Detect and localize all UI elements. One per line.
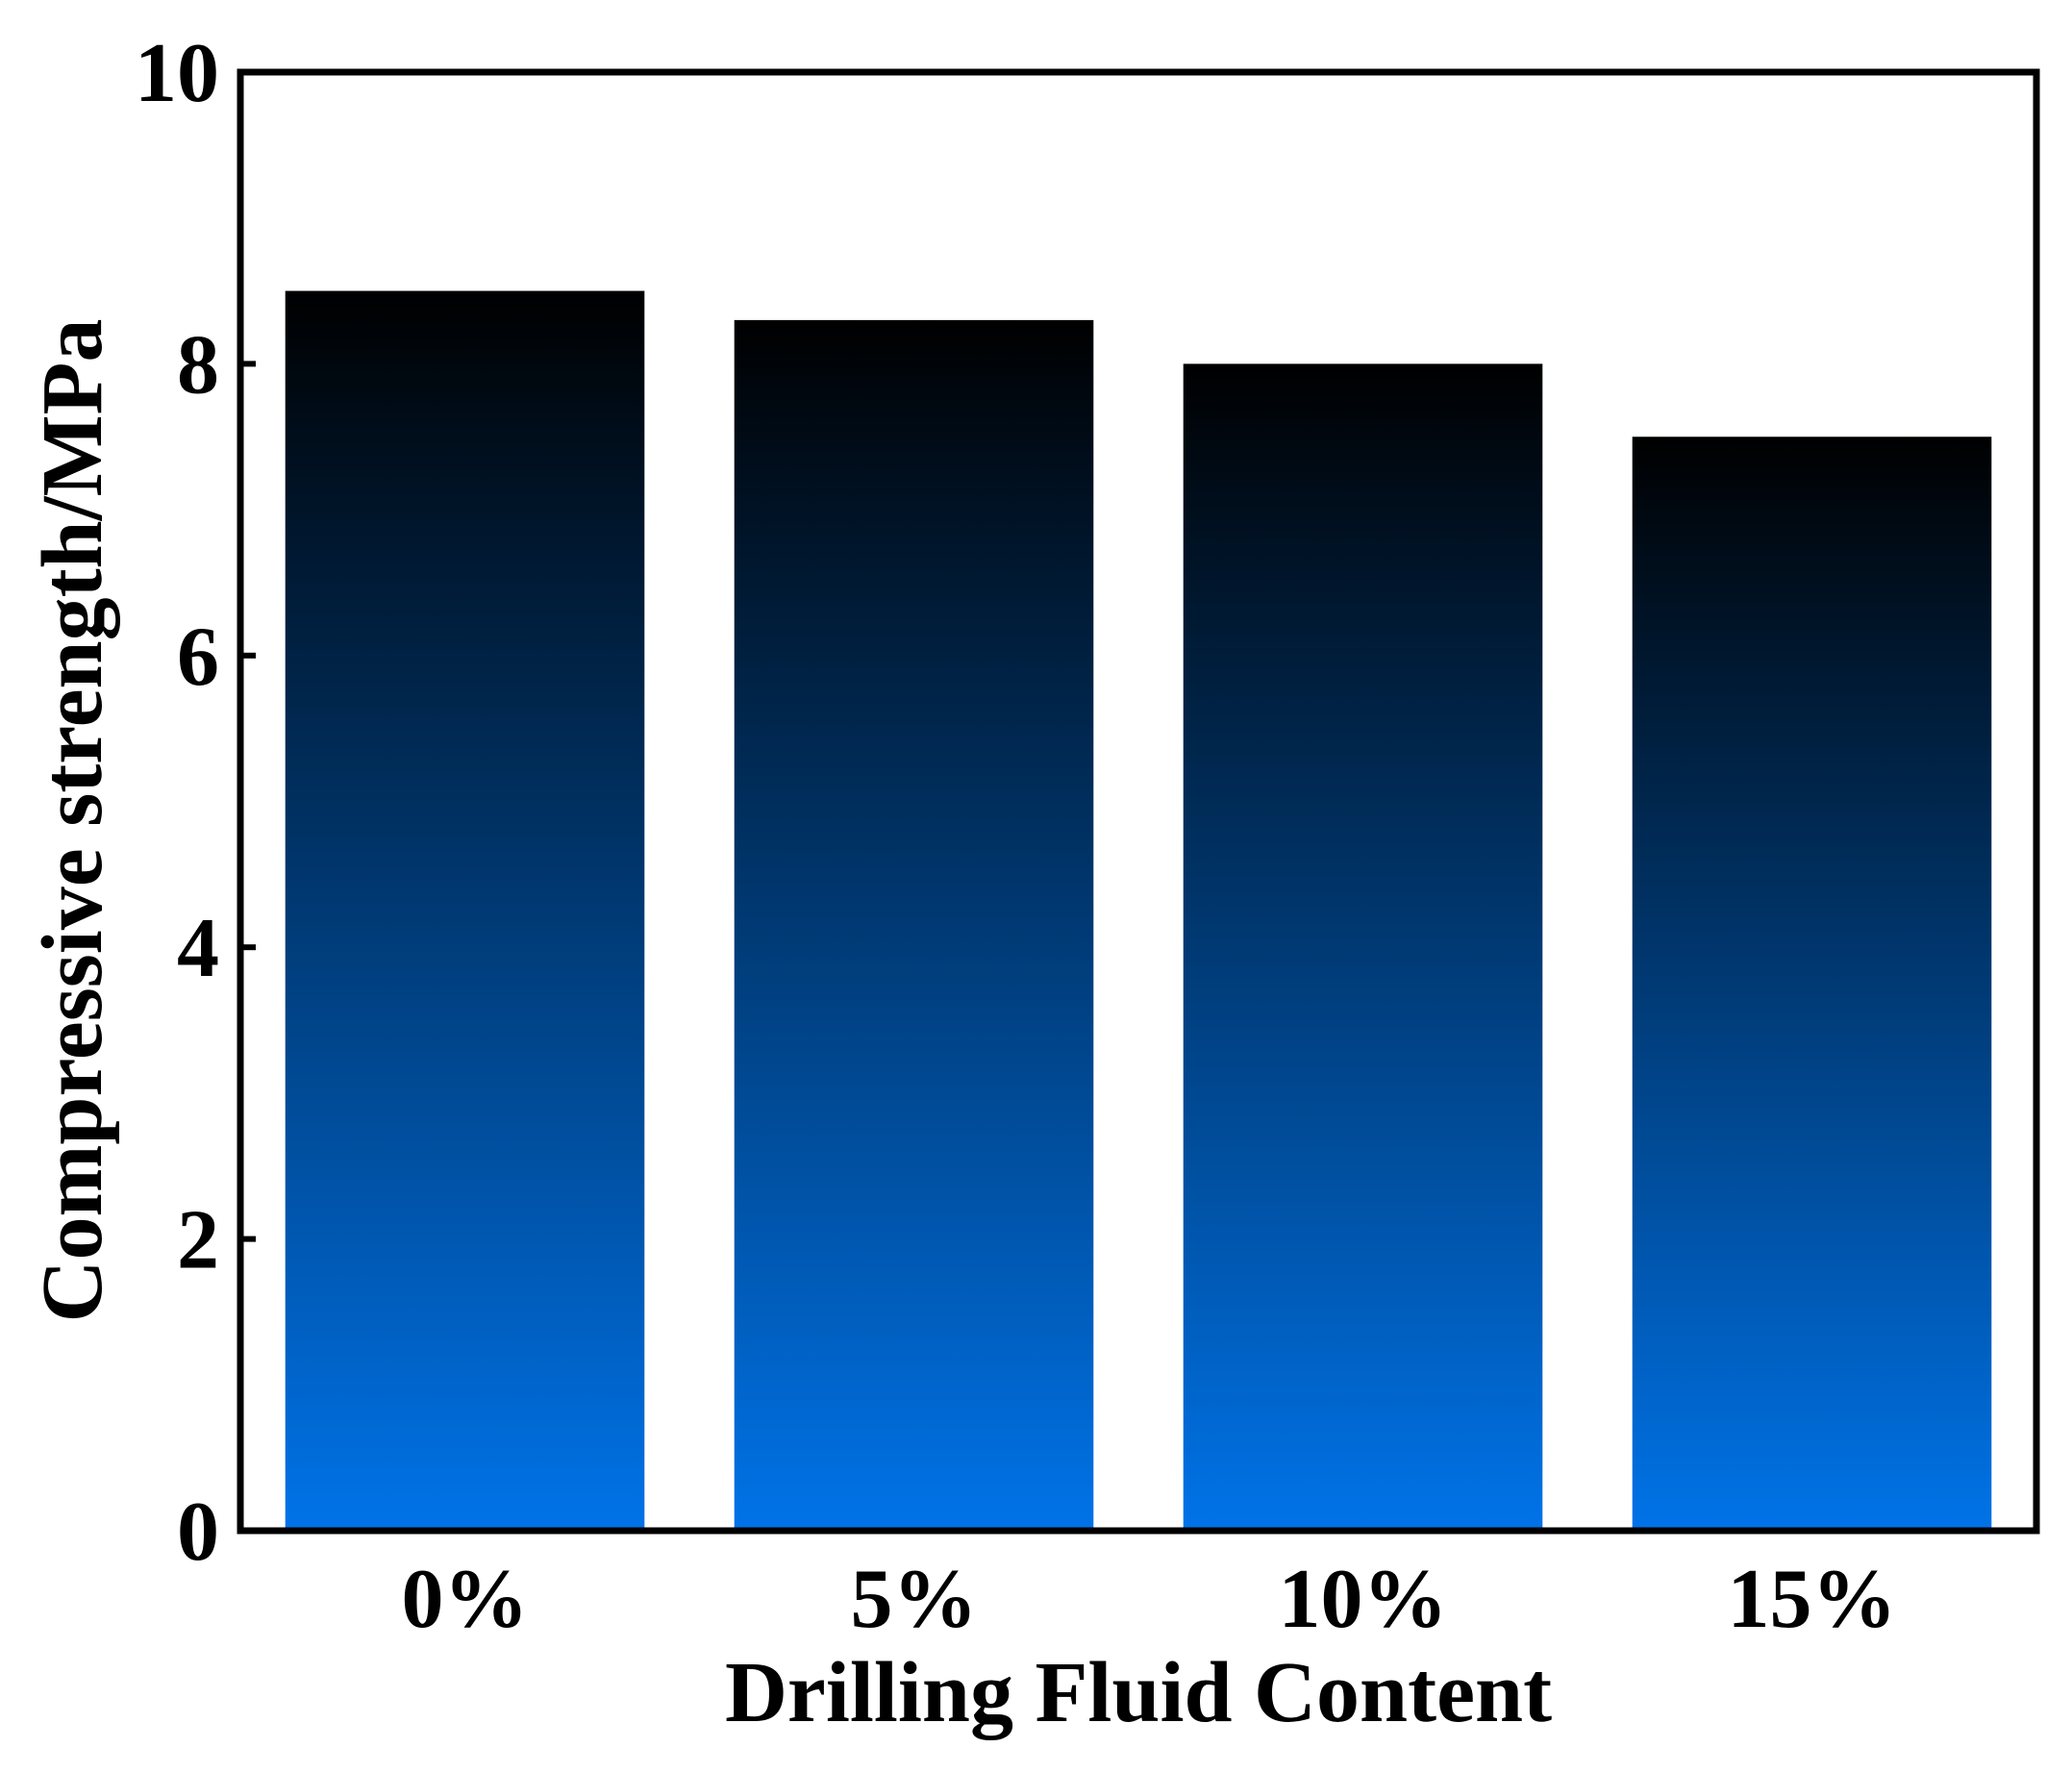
y-tick-label: 10 (135, 27, 219, 120)
bar-5pct (734, 319, 1094, 1531)
plot-frame (237, 68, 2040, 1535)
bar-15pct (1632, 437, 1992, 1531)
y-tick-label: 8 (177, 318, 219, 412)
y-tick-label: 0 (177, 1486, 219, 1579)
x-tick-label: 0% (402, 1553, 529, 1646)
y-tick-label: 4 (177, 902, 219, 995)
x-axis-title: Drilling Fluid Content (725, 1645, 1552, 1740)
y-tick-label: 2 (177, 1194, 219, 1287)
x-axis: 0% 5% 10% 15% (402, 1553, 1897, 1646)
y-tick-label: 6 (177, 611, 219, 704)
y-axis-title: Compressive strength/MPa (25, 318, 120, 1322)
x-tick-label: 5% (851, 1553, 978, 1646)
bar-0pct (285, 290, 645, 1531)
bar-10pct (1183, 363, 1543, 1531)
y-axis: 0 2 4 6 8 10 (135, 27, 256, 1579)
x-tick-label: 15% (1728, 1553, 1897, 1646)
x-tick-label: 10% (1279, 1553, 1448, 1646)
bars (285, 290, 1992, 1531)
